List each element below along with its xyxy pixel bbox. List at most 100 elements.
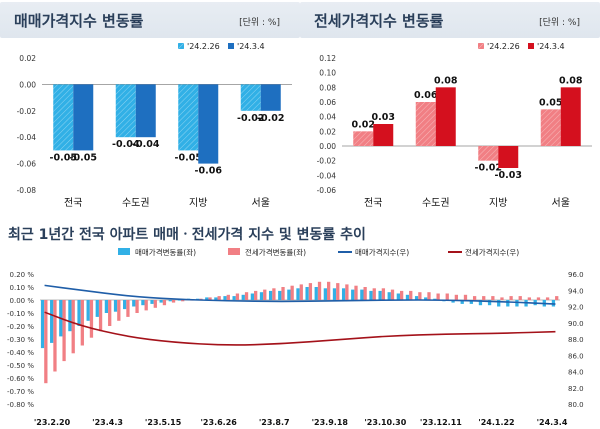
sale-change-bar [241, 294, 245, 300]
bar-prev [353, 131, 374, 146]
jeonse-change-bar [454, 294, 459, 300]
y-tick-label: 0.10 [319, 69, 336, 78]
x-tick-label: '23.5.15 [145, 418, 182, 427]
right-tick-label: 92.0 [568, 304, 584, 312]
jeonse-change-bar [290, 285, 294, 300]
y-tick-label: 0.04 [319, 113, 336, 122]
jeonse-change-bar [98, 300, 103, 332]
jeonse-change-bar [235, 293, 240, 300]
sale-change-bar [305, 287, 309, 300]
sale-change-bar [141, 300, 145, 306]
left-tick-label: -0.30 % [7, 336, 34, 344]
sale-change-bar [341, 288, 346, 300]
sale-change-bar [278, 290, 282, 300]
sale-change-bar [351, 289, 355, 300]
jeonse-change-bar [254, 290, 258, 300]
legend-swatch-prev [478, 43, 484, 49]
y-tick-label: 0.06 [319, 98, 336, 107]
data-label-curr: 0.08 [434, 75, 458, 86]
sale-change-bar [360, 289, 364, 300]
x-tick-label: '23.2.20 [34, 418, 71, 427]
sale-change-bar [223, 296, 227, 300]
x-tick-label: '23.4.3 [92, 418, 123, 427]
y-tick-label: -0.02 [317, 157, 337, 166]
y-tick-label: 0.12 [319, 54, 336, 63]
legend-label: 매매가격변동률(좌) [135, 247, 196, 257]
y-tick-label: 0.02 [19, 54, 36, 63]
y-tick-label: 0.00 [19, 80, 36, 89]
bar-prev [540, 109, 561, 146]
legend-label: 매매가격지수(우) [355, 247, 409, 257]
data-label-prev: -0.02 [237, 113, 264, 124]
bar-curr [498, 146, 519, 168]
sale-change-bar [378, 290, 382, 300]
jeonse-change-bar [117, 300, 121, 321]
jeonse-change-bar [244, 292, 249, 300]
data-label-curr: -0.03 [495, 170, 522, 181]
trend-chart: 매매가격변동률(좌) 전세가격변동률(좌) 매매가격지수(우) 전세가격지수(우) 0.… [7, 247, 584, 427]
jeonse-change-bar [272, 288, 276, 300]
sale-change-bar [168, 300, 172, 302]
left-tick-label: -0.70 % [7, 388, 34, 396]
jeonse-change-bar [108, 300, 112, 326]
sale-change-title-bar: 매매가격지수 변동률 [단위 : %] [0, 2, 300, 38]
left-tick-label: -0.40 % [7, 349, 34, 357]
jeonse-change-bar [80, 300, 84, 346]
sale-change-bar [268, 290, 273, 300]
chart-title: 최근 1년간 전국 아파트 매매ㆍ전세가격 지수 및 변동률 추이 [8, 227, 366, 243]
sale-change-bar [451, 300, 455, 303]
jeonse-change-bar [436, 293, 440, 300]
left-tick-label: -0.60 % [7, 375, 34, 383]
sale-change-bar [506, 300, 510, 307]
jeonse-change-bar [555, 296, 559, 300]
category-label: 전국 [64, 197, 82, 209]
jeonse-change-bar [418, 292, 422, 300]
legend-swatch-curr [528, 43, 534, 49]
legend-label: 전세가격지수(우) [465, 247, 519, 257]
data-label-prev: 0.02 [352, 119, 375, 130]
jeonse-change-bar [409, 290, 413, 300]
bar-curr [135, 84, 156, 138]
data-label-curr: -0.04 [132, 139, 160, 150]
data-label-curr: -0.05 [70, 152, 97, 163]
jeonse-change-bar [345, 284, 349, 300]
jeonse-change-bar [135, 300, 139, 313]
y-tick-label: -0.06 [317, 186, 337, 195]
sale-change-bar [123, 300, 127, 310]
category-label: 서울 [252, 197, 270, 209]
x-tick-label: '23.9.18 [312, 418, 349, 427]
jeonse-change-bar [71, 300, 75, 354]
y-tick-label: -0.08 [17, 186, 37, 195]
sale-change-chart: 0.02 0.00 -0.02 -0.04 -0.06 -0.08 '24.2.26 '24.… [17, 42, 292, 209]
jeonse-change-bar [354, 285, 358, 300]
category-label: 서울 [552, 197, 570, 209]
jeonse-change-bar [327, 281, 331, 300]
x-tick-label: '23.6.26 [200, 418, 237, 427]
jeonse-change-bar [181, 300, 185, 302]
bar-prev [240, 84, 261, 111]
jeonse-change-bar [171, 300, 176, 303]
jeonse-change-bar [336, 283, 340, 300]
jeonse-change-bar [217, 296, 221, 300]
data-label-curr: -0.02 [257, 113, 284, 124]
sale-change-bar [469, 300, 473, 304]
jeonse-change-bar [126, 300, 130, 317]
sale-change-bar [50, 300, 54, 343]
jeonse-change-bar [527, 297, 531, 300]
y-tick-label: 0.00 [319, 142, 336, 151]
jeonse-change-chart: 0.12 0.10 0.08 0.06 0.04 0.02 0.00 -0.02 -0.04 -0… [317, 42, 592, 209]
sale-change-bar [387, 292, 391, 300]
jeonse-change-bar [317, 281, 322, 300]
right-tick-label: 88.0 [568, 336, 584, 344]
sale-change-bar [68, 300, 72, 332]
legend-label: 전세가격변동률(좌) [245, 247, 306, 257]
sale-change-bar [487, 300, 492, 306]
jeonse-change-bar [463, 294, 468, 300]
y-tick-label: -0.06 [17, 160, 37, 169]
category-label: 수도권 [122, 197, 150, 209]
x-tick-label: '23.12.11 [420, 418, 462, 427]
y-tick-label: 0.02 [319, 127, 336, 136]
sale-change-bar [332, 288, 337, 300]
bar-prev [178, 84, 199, 151]
right-tick-label: 96.0 [568, 271, 584, 279]
